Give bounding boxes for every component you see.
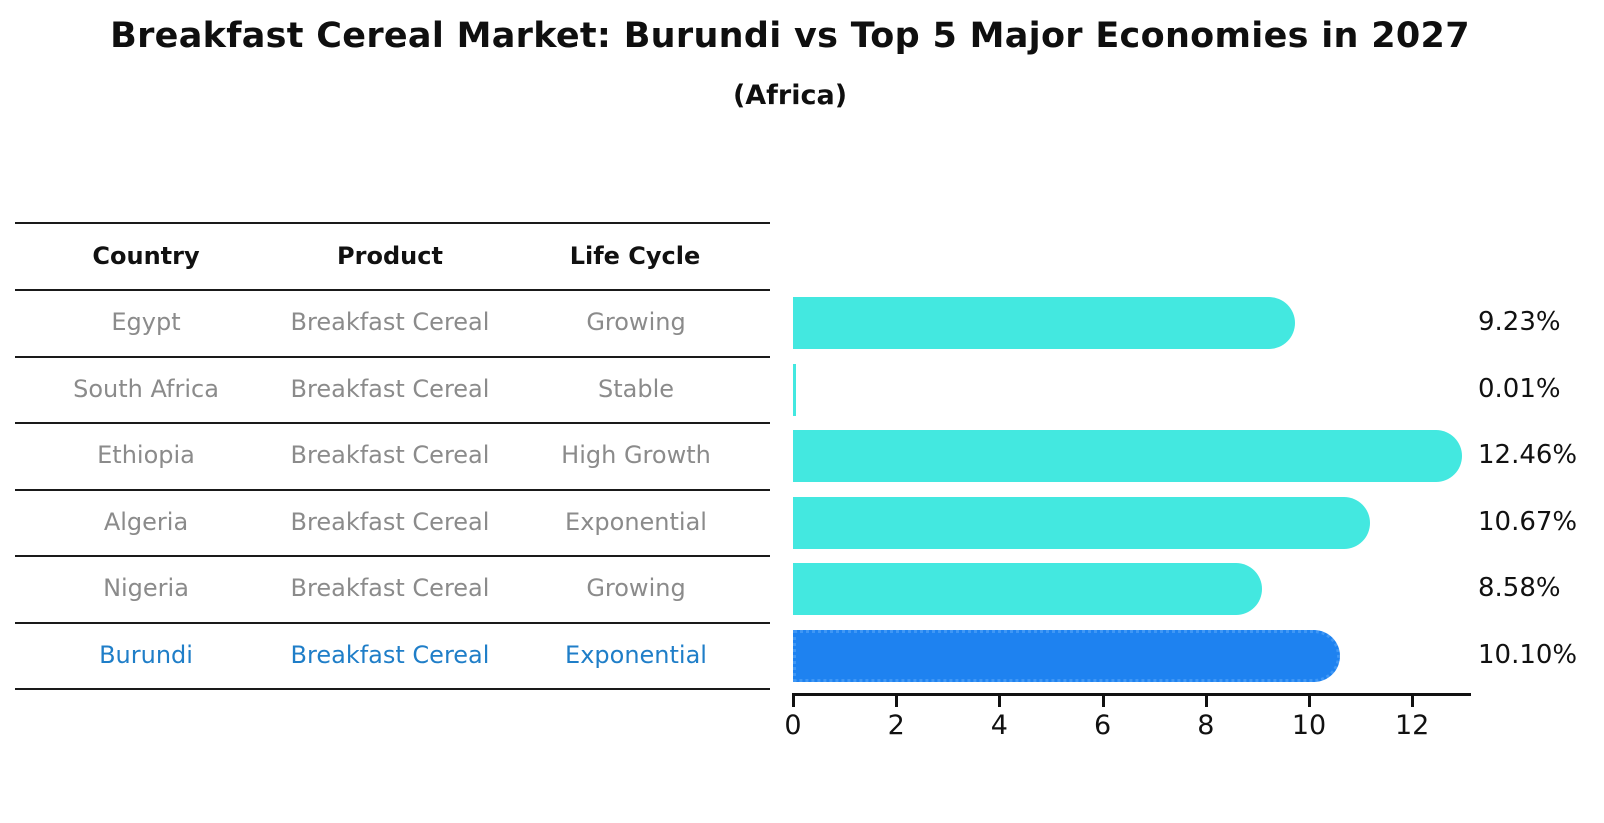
table-cell-product: Breakfast Cereal: [290, 441, 490, 470]
bar-value-label: 0.01%: [1478, 373, 1561, 404]
table-top-rule: [15, 222, 770, 224]
x-axis-tick-label: 4: [990, 710, 1008, 741]
table-row-rule: [15, 688, 770, 690]
bar-value-label: 9.23%: [1478, 307, 1561, 338]
bar-burundi: [793, 629, 1341, 682]
chart-title: Breakfast Cereal Market: Burundi vs Top …: [110, 16, 1470, 56]
chart-subtitle: (Africa): [732, 80, 848, 111]
table-cell-country: Burundi: [99, 640, 193, 669]
table-header-product: Product: [337, 242, 443, 270]
x-axis-tick-label: 2: [887, 710, 905, 741]
bar-south-africa: [793, 363, 796, 416]
bar-value-label: 8.58%: [1478, 573, 1561, 604]
table-cell-lifecycle: Stable: [597, 374, 675, 403]
x-axis-tick-label: 12: [1395, 710, 1430, 741]
x-axis-tick-label: 10: [1291, 710, 1327, 741]
x-axis-tick-mark: [1308, 696, 1311, 707]
table-cell-lifecycle: Exponential: [565, 640, 707, 669]
x-axis-tick-label: 8: [1197, 710, 1215, 741]
x-axis-line: [792, 693, 1471, 696]
table-cell-lifecycle: Growing: [586, 308, 686, 337]
x-axis-tick-label: 6: [1094, 710, 1112, 741]
bar-ethiopia: [793, 430, 1462, 483]
bar-egypt: [793, 297, 1296, 350]
table-cell-lifecycle: High Growth: [561, 441, 711, 470]
table-cell-lifecycle: Exponential: [565, 507, 707, 536]
x-axis-tick-mark: [998, 696, 1002, 707]
table-cell-country: Nigeria: [103, 574, 189, 603]
table-header-rule: [15, 289, 770, 291]
bar-nigeria: [793, 563, 1262, 616]
table-row-rule: [15, 422, 770, 424]
table-cell-country: South Africa: [73, 374, 219, 403]
x-axis-tick-mark: [1411, 696, 1415, 707]
table-row-rule: [15, 555, 770, 557]
bar-value-label: 12.46%: [1478, 440, 1578, 471]
table-cell-product: Breakfast Cereal: [290, 507, 490, 536]
table-cell-country: Algeria: [103, 507, 189, 536]
bar-value-label: 10.10%: [1478, 639, 1578, 670]
table-cell-product: Breakfast Cereal: [290, 574, 490, 603]
table-row-rule: [15, 488, 770, 491]
table-header-lifecycle: Life Cycle: [569, 242, 701, 270]
table-cell-product: Breakfast Cereal: [290, 308, 490, 337]
x-axis-tick-mark: [792, 696, 795, 707]
table-cell-product: Breakfast Cereal: [290, 374, 490, 403]
table-cell-lifecycle: Growing: [586, 574, 686, 603]
table-cell-country: Egypt: [111, 308, 181, 337]
table-cell-country: Ethiopia: [97, 441, 195, 470]
bar-value-label: 10.67%: [1478, 506, 1578, 537]
table-row-rule: [15, 621, 770, 624]
table-cell-product: Breakfast Cereal: [290, 640, 490, 669]
table-row-rule: [15, 355, 770, 358]
bar-algeria: [793, 496, 1370, 549]
x-axis-tick-mark: [895, 696, 899, 707]
x-axis-tick-mark: [1101, 696, 1105, 707]
x-axis-tick-mark: [1204, 696, 1208, 707]
table-header-country: Country: [92, 242, 200, 270]
x-axis-tick-label: 0: [784, 710, 802, 741]
